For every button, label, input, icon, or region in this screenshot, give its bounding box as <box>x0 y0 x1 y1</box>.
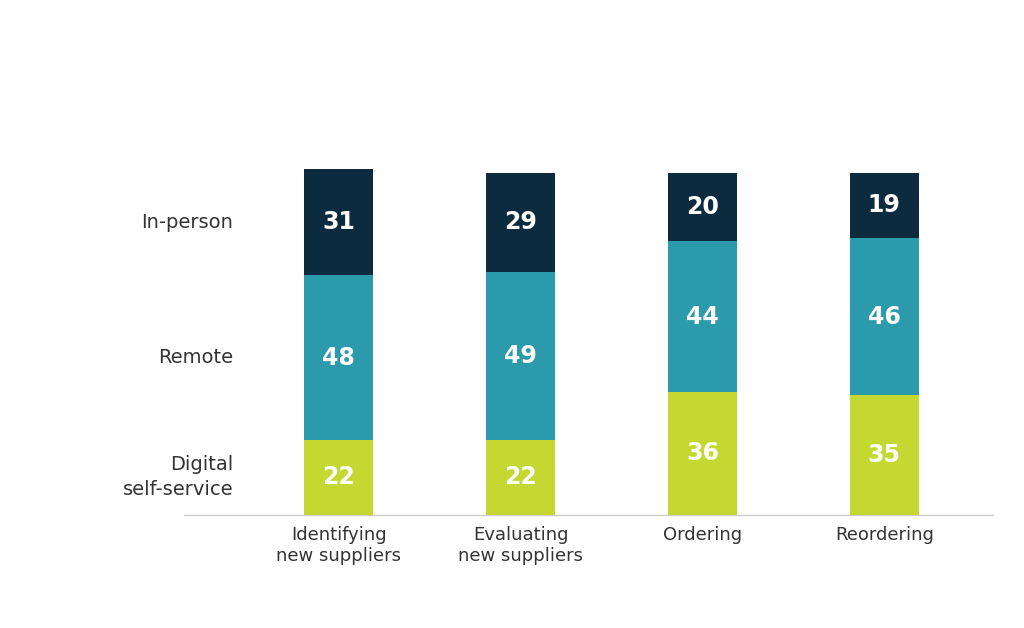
Text: 20: 20 <box>686 195 719 219</box>
Bar <box>668 392 737 515</box>
Text: 48: 48 <box>323 345 355 369</box>
Text: Remote: Remote <box>159 348 233 367</box>
Text: In-person: In-person <box>141 213 233 232</box>
Bar <box>304 170 374 276</box>
Text: 46: 46 <box>867 305 901 328</box>
Text: 22: 22 <box>504 465 537 489</box>
Bar <box>304 276 374 440</box>
Bar <box>304 440 374 515</box>
Bar <box>486 440 555 515</box>
Bar <box>850 238 919 395</box>
Bar <box>850 173 919 238</box>
Bar <box>850 395 919 515</box>
Text: 36: 36 <box>686 441 719 465</box>
Text: 22: 22 <box>323 465 355 489</box>
Text: 19: 19 <box>867 193 901 217</box>
Text: 31: 31 <box>323 210 355 234</box>
Text: 44: 44 <box>686 305 719 328</box>
Bar <box>486 272 555 440</box>
Bar <box>668 173 737 241</box>
Text: 35: 35 <box>867 443 901 467</box>
Bar <box>486 173 555 272</box>
Text: 49: 49 <box>504 344 537 368</box>
Text: Digital
self-service: Digital self-service <box>123 455 233 499</box>
Text: 29: 29 <box>504 210 537 234</box>
Bar <box>668 241 737 392</box>
